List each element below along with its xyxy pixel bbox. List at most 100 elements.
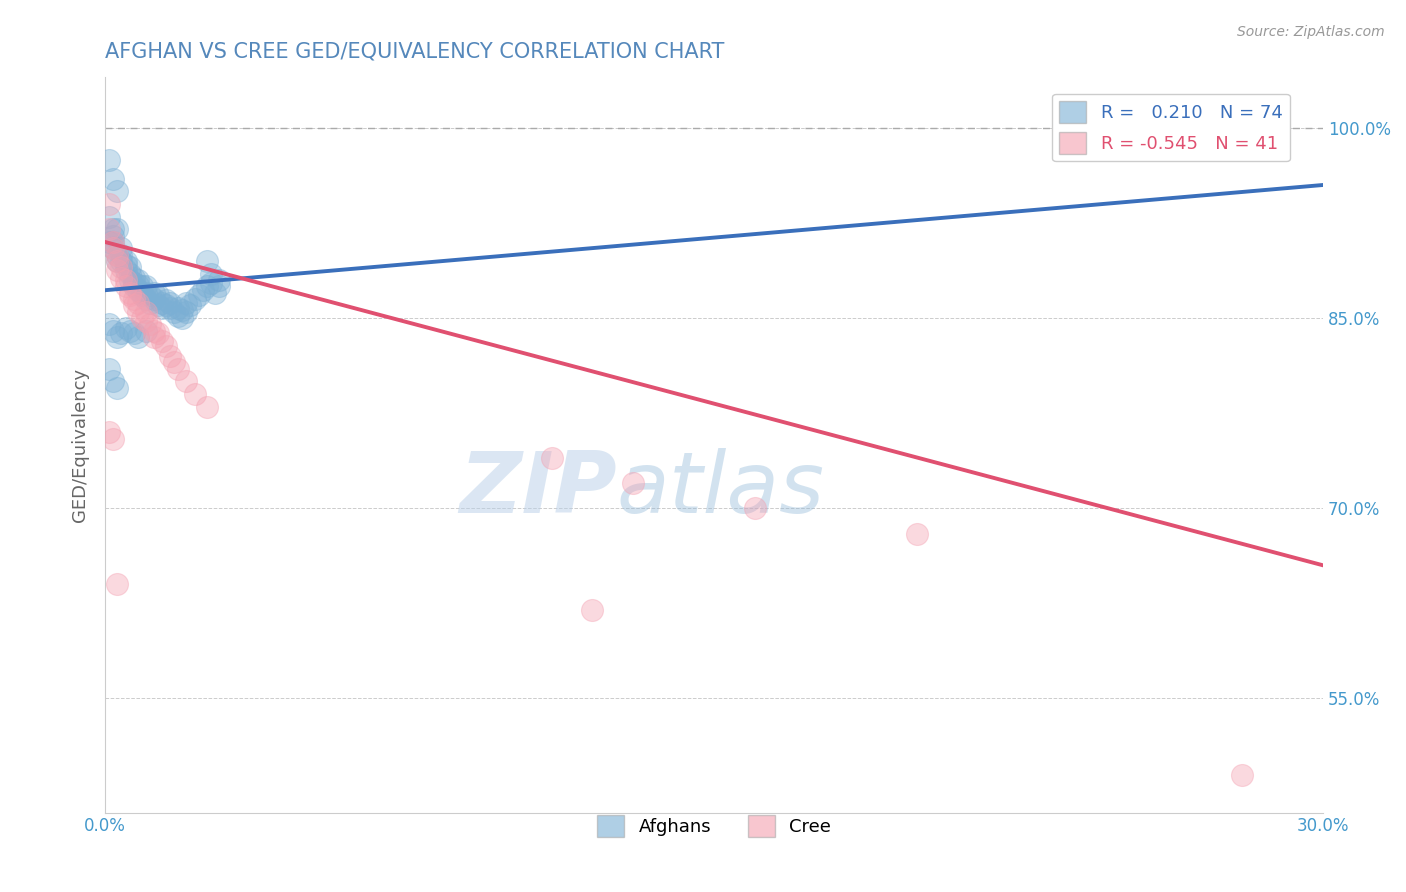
Point: [204, 285, 226, 300]
Point: [103, 228, 125, 243]
Point: [103, 171, 125, 186]
Point: [167, 301, 190, 315]
Point: [150, 334, 173, 348]
Point: [135, 285, 157, 300]
Point: [127, 278, 149, 293]
Text: atlas: atlas: [617, 448, 825, 531]
Text: ZIP: ZIP: [460, 448, 617, 531]
Point: [159, 301, 181, 315]
Point: [118, 285, 141, 300]
Point: [191, 283, 214, 297]
Point: [176, 296, 198, 310]
Point: [581, 603, 603, 617]
Point: [103, 432, 125, 446]
Point: [195, 254, 218, 268]
Point: [122, 292, 145, 306]
Point: [98, 425, 121, 440]
Text: AFGHAN VS CREE GED/EQUIVALENCY CORRELATION CHART: AFGHAN VS CREE GED/EQUIVALENCY CORRELATI…: [105, 42, 724, 62]
Point: [167, 309, 190, 323]
Point: [135, 292, 157, 306]
Point: [114, 254, 136, 268]
Point: [163, 305, 186, 319]
Point: [98, 153, 121, 167]
Point: [150, 301, 173, 315]
Point: [200, 267, 222, 281]
Point: [118, 324, 141, 338]
Point: [183, 292, 205, 306]
Point: [135, 324, 157, 338]
Point: [159, 349, 181, 363]
Point: [103, 222, 125, 236]
Point: [103, 235, 125, 249]
Point: [122, 270, 145, 285]
Point: [127, 296, 149, 310]
Point: [155, 298, 177, 312]
Point: [105, 248, 128, 262]
Point: [110, 260, 132, 275]
Point: [110, 241, 132, 255]
Point: [110, 270, 132, 285]
Point: [127, 330, 149, 344]
Text: Source: ZipAtlas.com: Source: ZipAtlas.com: [1237, 25, 1385, 39]
Point: [127, 305, 149, 319]
Point: [172, 311, 194, 326]
Point: [135, 305, 157, 319]
Point: [98, 210, 121, 224]
Point: [105, 254, 128, 268]
Point: [200, 276, 222, 290]
Point: [105, 381, 128, 395]
Point: [122, 276, 145, 290]
Point: [142, 330, 165, 344]
Point: [103, 241, 125, 255]
Point: [139, 288, 162, 302]
Point: [118, 288, 141, 302]
Point: [103, 375, 125, 389]
Point: [150, 296, 173, 310]
Point: [172, 303, 194, 318]
Point: [621, 475, 644, 490]
Point: [146, 326, 169, 341]
Point: [114, 273, 136, 287]
Point: [139, 296, 162, 310]
Point: [146, 288, 169, 302]
Point: [142, 285, 165, 300]
Point: [176, 305, 198, 319]
Point: [98, 235, 121, 249]
Point: [1230, 767, 1253, 781]
Point: [127, 273, 149, 287]
Point: [103, 324, 125, 338]
Point: [103, 235, 125, 249]
Point: [98, 197, 121, 211]
Point: [139, 318, 162, 332]
Point: [155, 293, 177, 308]
Point: [98, 361, 121, 376]
Y-axis label: GED/Equivalency: GED/Equivalency: [72, 368, 89, 522]
Point: [905, 526, 928, 541]
Point: [105, 254, 128, 268]
Point: [110, 326, 132, 341]
Point: [105, 248, 128, 262]
Point: [208, 279, 231, 293]
Point: [540, 450, 562, 465]
Point: [122, 279, 145, 293]
Point: [122, 298, 145, 312]
Point: [118, 260, 141, 275]
Point: [131, 288, 153, 302]
Point: [131, 279, 153, 293]
Point: [163, 355, 186, 369]
Point: [114, 321, 136, 335]
Point: [155, 339, 177, 353]
Point: [105, 263, 128, 277]
Point: [110, 248, 132, 262]
Point: [135, 313, 157, 327]
Point: [142, 324, 165, 338]
Point: [131, 285, 153, 300]
Point: [183, 387, 205, 401]
Point: [176, 375, 198, 389]
Point: [105, 222, 128, 236]
Point: [98, 318, 121, 332]
Point: [744, 501, 766, 516]
Point: [127, 283, 149, 297]
Point: [195, 400, 218, 414]
Point: [114, 263, 136, 277]
